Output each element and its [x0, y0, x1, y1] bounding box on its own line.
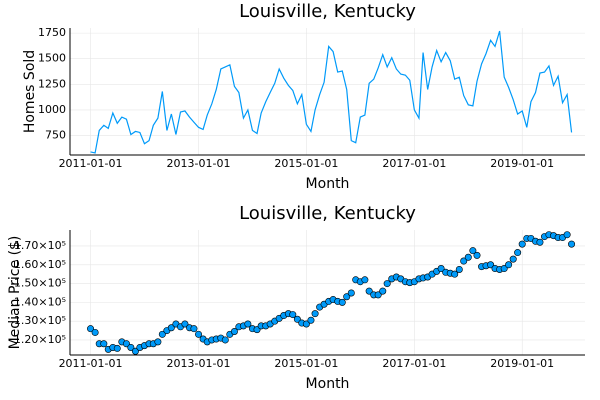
y-tick-label: 1.50×10⁵	[14, 277, 66, 290]
data-point	[563, 231, 571, 239]
data-line	[90, 30, 573, 154]
data-point	[347, 289, 355, 297]
x-axis-label: Month	[306, 176, 350, 192]
data-point	[154, 338, 162, 346]
y-tick-label: 1500	[38, 52, 66, 65]
data-point	[536, 238, 544, 246]
data-point	[158, 330, 166, 338]
data-point	[307, 316, 315, 324]
y-tick-label: 1.70×10⁵	[14, 239, 66, 252]
data-point	[311, 310, 319, 318]
data-point	[487, 261, 495, 269]
data-point	[383, 280, 391, 288]
x-tick-label: 2017-01-01	[382, 157, 446, 170]
data-point	[361, 276, 369, 284]
data-point	[293, 315, 301, 323]
data-point	[464, 253, 472, 261]
data-point	[302, 320, 310, 328]
y-tick-label: 1250	[38, 77, 66, 90]
data-point	[473, 251, 481, 259]
x-tick-label: 2013-01-01	[167, 357, 231, 370]
chart-panel: Louisville, Kentucky Month Homes Sold 2011-…	[22, 1, 585, 192]
data-point	[500, 265, 508, 273]
y-axis-label: Median Price ($)	[7, 236, 23, 350]
data-point	[514, 249, 522, 257]
data-point	[509, 255, 517, 263]
y-tick-label: 750	[45, 129, 66, 142]
y-tick-label: 1.40×10⁵	[14, 295, 66, 308]
y-tick-label: 1.60×10⁵	[14, 258, 66, 271]
data-point	[244, 320, 252, 328]
data-point	[451, 270, 459, 278]
data-point	[195, 330, 203, 338]
y-tick-label: 1.20×10⁵	[14, 333, 66, 346]
data-point	[505, 261, 513, 269]
data-point	[167, 324, 175, 332]
data-point	[221, 336, 229, 344]
y-tick-label: 1000	[38, 103, 66, 116]
y-tick-label: 1.30×10⁵	[14, 314, 66, 327]
data-point	[455, 265, 463, 273]
data-point	[289, 311, 297, 319]
x-tick-label: 2015-01-01	[274, 157, 338, 170]
data-point	[113, 344, 121, 352]
data-point	[365, 287, 373, 295]
x-axis-label: Month	[306, 376, 350, 392]
data-point	[379, 287, 387, 295]
data-point	[181, 320, 189, 328]
x-tick-label: 2017-01-01	[382, 357, 446, 370]
data-point	[122, 340, 130, 348]
data-point	[568, 240, 576, 248]
x-tick-label: 2015-01-01	[274, 357, 338, 370]
data-point	[87, 325, 95, 333]
data-point	[190, 325, 198, 333]
data-point	[131, 347, 139, 355]
chart-title: Louisville, Kentucky	[239, 1, 416, 22]
x-tick-label: 2013-01-01	[167, 157, 231, 170]
x-tick-label: 2011-01-01	[59, 157, 123, 170]
data-point	[230, 328, 238, 336]
data-point	[338, 298, 346, 306]
data-point	[437, 265, 445, 273]
y-tick-label: 1750	[38, 26, 66, 39]
data-point	[374, 291, 382, 299]
x-tick-label: 2019-01-01	[490, 157, 554, 170]
data-point	[469, 247, 477, 255]
data-point	[91, 328, 99, 336]
chart-title: Louisville, Kentucky	[239, 203, 416, 224]
chart-panel: Louisville, Kentucky Month Median Price ($…	[7, 203, 585, 392]
data-point	[100, 340, 108, 348]
data-point	[343, 293, 351, 301]
data-point	[460, 257, 468, 265]
data-point	[518, 240, 526, 248]
x-tick-label: 2019-01-01	[490, 357, 554, 370]
x-tick-label: 2011-01-01	[59, 357, 123, 370]
data-point	[127, 343, 135, 351]
y-axis-label: Homes Sold	[22, 50, 38, 133]
